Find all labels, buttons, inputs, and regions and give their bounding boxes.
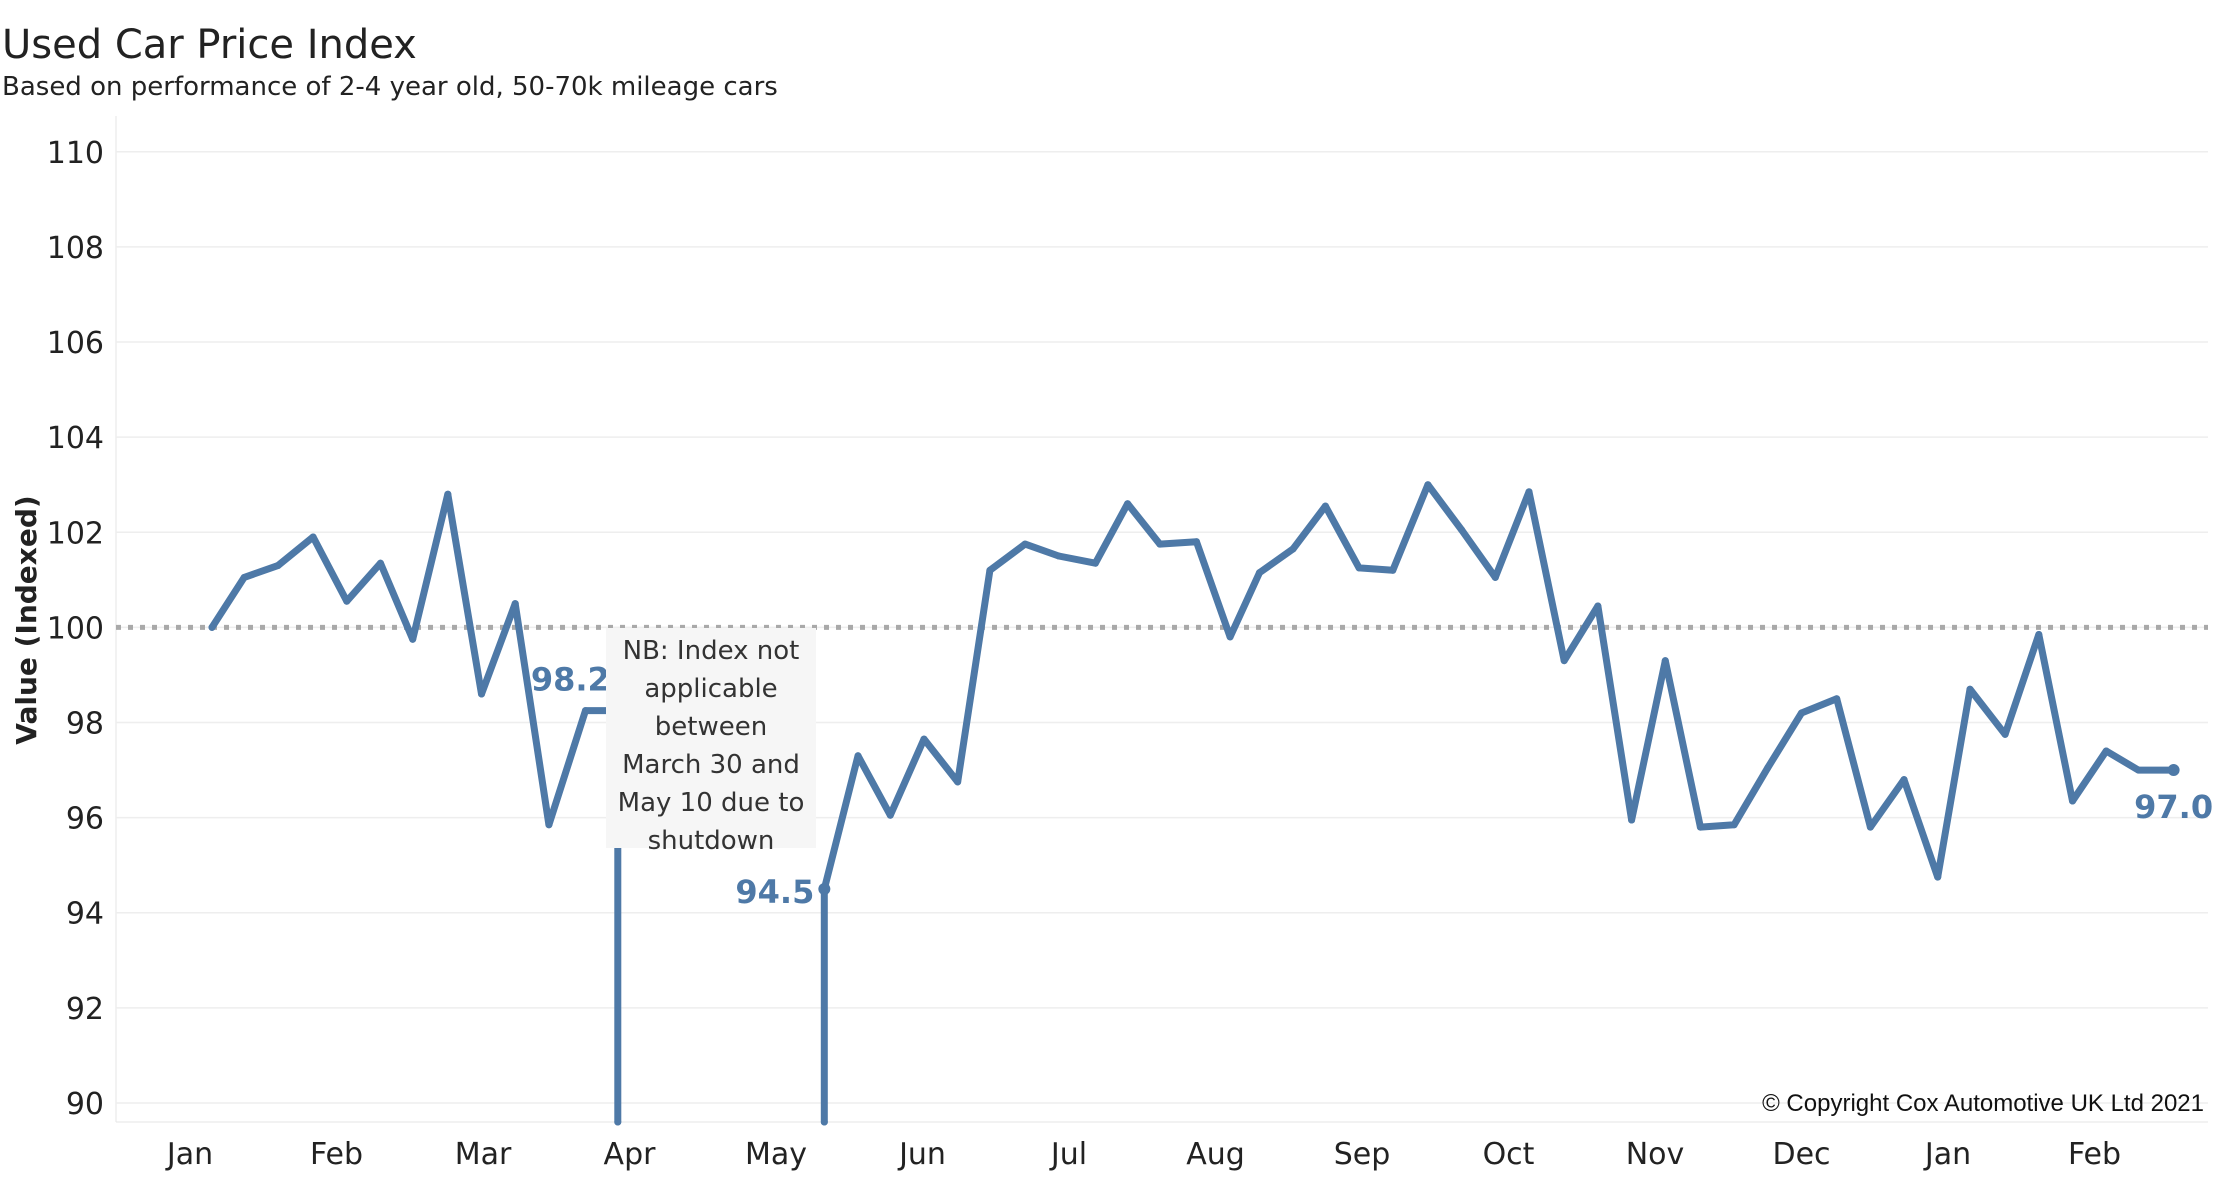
x-tick-label: Sep (1334, 1137, 1391, 1172)
data-point (1226, 633, 1234, 641)
point-value-label: 94.5 (735, 873, 814, 911)
chart-title: Used Car Price Index (2, 22, 417, 68)
data-point (2001, 730, 2009, 738)
data-point (1289, 545, 1297, 553)
data-point (1966, 685, 1974, 693)
y-tick-label: 90 (66, 1087, 104, 1122)
data-point (582, 707, 590, 715)
data-point (343, 597, 351, 605)
point-labels: 98.2 94.5 97.0 (531, 661, 2213, 911)
data-point (1661, 657, 1669, 665)
data-point (1491, 573, 1499, 581)
data-point (208, 623, 216, 631)
data-point (2134, 766, 2142, 774)
x-tick-label: Mar (455, 1137, 512, 1172)
y-axis-label: Value (Indexed) (10, 495, 43, 744)
x-tick-label: Jan (165, 1137, 213, 1172)
data-point (444, 490, 452, 498)
data-point (1091, 559, 1099, 567)
y-tick-label: 110 (47, 136, 104, 171)
x-tick-label: Jul (1049, 1137, 1087, 1172)
data-point (1321, 502, 1329, 510)
point-value-label: 98.2 (531, 661, 610, 699)
data-point (1389, 566, 1397, 574)
data-point (1833, 695, 1841, 703)
data-point (1798, 709, 1805, 717)
data-point (240, 573, 248, 581)
y-tick-label: 100 (47, 611, 104, 646)
y-tick-label: 106 (47, 326, 104, 361)
y-tick-label: 98 (66, 706, 104, 741)
data-point (376, 559, 384, 567)
data-point (478, 690, 486, 698)
data-point (2069, 797, 2077, 805)
shutdown-note: NB: Index not applicable between March 3… (606, 628, 816, 856)
x-tick-label: Nov (1626, 1137, 1685, 1172)
data-point (2102, 747, 2110, 755)
series-line-segment-2 (820, 481, 2178, 1126)
x-tick-label: Feb (310, 1137, 363, 1172)
data-point (1594, 602, 1602, 610)
data-point (1424, 481, 1432, 489)
data-point (986, 566, 994, 574)
x-tick-label: Jun (897, 1137, 946, 1172)
gridlines (115, 116, 2208, 1123)
x-tick-label: Apr (604, 1137, 657, 1172)
copyright-text: © Copyright Cox Automotive UK Ltd 2021 (1762, 1090, 2204, 1117)
data-point (1255, 569, 1263, 577)
data-point (920, 735, 928, 743)
chart-subtitle: Based on performance of 2-4 year old, 50… (2, 72, 778, 102)
data-point (1192, 538, 1200, 546)
data-point (1628, 816, 1636, 824)
x-tick-label: Jan (1923, 1137, 1971, 1172)
data-point (274, 562, 282, 570)
data-point (1730, 821, 1738, 829)
data-point (1934, 873, 1942, 881)
data-point (886, 811, 894, 819)
data-point (1866, 823, 1874, 831)
x-tick-label: Aug (1186, 1137, 1245, 1172)
y-tick-label: 96 (66, 802, 104, 837)
data-point (309, 533, 317, 541)
data-point (1900, 776, 1908, 784)
data-point (511, 600, 519, 608)
data-point (1355, 564, 1363, 572)
data-point (1764, 764, 1772, 772)
data-point (1156, 540, 1164, 548)
annotated-point (2167, 764, 2180, 777)
annotated-point (818, 882, 831, 895)
y-tick-label: 108 (47, 231, 104, 266)
data-point (1458, 526, 1466, 534)
axis-ticks: 90 92 94 96 98 100 102 104 106 108 110 Jan Feb Mar Apr… (47, 136, 2121, 1172)
data-point (2035, 631, 2043, 639)
x-tick-label: Dec (1772, 1137, 1830, 1172)
x-tick-label: Oct (1483, 1137, 1535, 1172)
series-line-segment-1 (208, 490, 622, 1126)
data-point (614, 1118, 622, 1126)
y-tick-label: 92 (66, 992, 104, 1027)
data-point (545, 821, 553, 829)
data-point (1021, 540, 1029, 548)
point-value-label: 97.0 (2134, 788, 2213, 826)
data-point (409, 635, 417, 643)
y-tick-label: 94 (66, 897, 104, 932)
data-point (1525, 488, 1533, 496)
data-point (854, 752, 862, 760)
data-point (1560, 657, 1568, 665)
data-point (954, 778, 962, 786)
y-tick-label: 104 (47, 421, 104, 456)
series-group (208, 481, 2178, 1126)
x-tick-label: Feb (2068, 1137, 2121, 1172)
data-point (820, 1118, 828, 1126)
data-point (1124, 500, 1132, 508)
y-tick-label: 102 (47, 516, 104, 551)
data-point (1055, 552, 1063, 560)
data-point (1696, 823, 1704, 831)
x-tick-label: May (745, 1137, 807, 1172)
